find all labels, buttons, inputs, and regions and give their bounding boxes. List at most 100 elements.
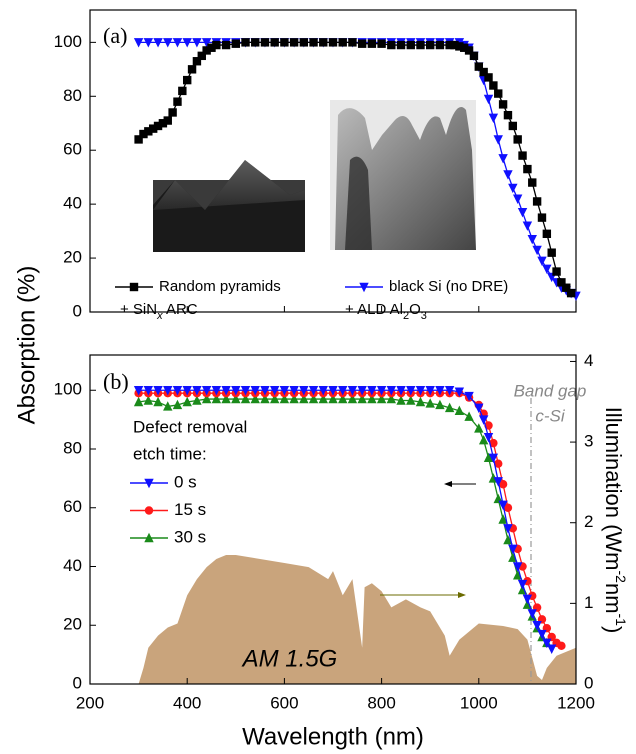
band-gap-label: Band gap <box>514 381 587 400</box>
marker <box>435 40 445 50</box>
legend-marker <box>129 282 139 292</box>
marker <box>454 387 465 397</box>
marker <box>474 62 483 71</box>
legend-label: 15 s <box>174 500 206 519</box>
marker <box>527 234 537 245</box>
y-tick-label: 20 <box>63 615 82 634</box>
marker <box>347 386 358 396</box>
marker <box>183 75 192 85</box>
x-tick-label: 800 <box>367 693 395 712</box>
marker <box>251 38 260 47</box>
marker <box>528 178 537 187</box>
label-part: -2 <box>613 571 629 584</box>
x-tick-label: 200 <box>76 693 104 712</box>
marker <box>552 267 561 276</box>
marker <box>489 81 498 90</box>
marker <box>518 151 527 160</box>
marker <box>376 393 387 404</box>
y-tick-label: 0 <box>73 301 82 320</box>
marker <box>460 43 469 52</box>
note-part: 2 <box>403 310 409 322</box>
marker <box>406 395 416 405</box>
x-tick-label: 1200 <box>557 693 595 712</box>
marker <box>488 113 499 124</box>
marker <box>201 386 212 396</box>
marker <box>133 38 144 48</box>
marker <box>483 94 494 105</box>
marker <box>542 229 552 239</box>
marker <box>260 393 270 404</box>
marker <box>557 278 566 287</box>
marker <box>542 638 552 649</box>
marker <box>143 386 154 396</box>
marker <box>406 386 416 396</box>
marker <box>299 38 309 47</box>
marker <box>187 65 197 74</box>
marker <box>338 38 347 47</box>
marker <box>469 51 479 61</box>
marker <box>309 38 318 47</box>
note-part: 3 <box>421 310 427 322</box>
marker <box>192 395 202 405</box>
marker <box>289 386 299 396</box>
marker <box>250 393 260 404</box>
marker <box>415 386 426 396</box>
marker <box>182 396 192 407</box>
y-tick-label: 20 <box>63 248 82 267</box>
marker <box>168 108 177 117</box>
marker <box>474 403 484 414</box>
marker <box>139 129 148 139</box>
marker <box>357 393 367 404</box>
legend-label: black Si (no DRE) <box>389 278 508 295</box>
marker <box>377 39 386 48</box>
marker <box>153 386 163 396</box>
marker <box>464 391 474 402</box>
y2-tick-label: 1 <box>584 593 593 612</box>
y2-tick-label: 0 <box>584 673 593 692</box>
marker <box>357 386 367 396</box>
y-tick-label: 0 <box>73 673 82 692</box>
inset-black-si <box>330 100 476 251</box>
marker <box>376 386 387 396</box>
marker <box>426 40 435 50</box>
legend-marker <box>144 478 154 489</box>
legend-label: 0 s <box>174 472 197 491</box>
marker <box>494 459 503 468</box>
y-tick-label: 100 <box>54 32 82 51</box>
marker <box>483 433 494 443</box>
legend-marker <box>144 506 154 515</box>
marker <box>387 40 396 50</box>
marker <box>532 197 542 206</box>
marker <box>527 609 537 619</box>
marker <box>435 386 445 396</box>
marker <box>512 194 523 204</box>
marker <box>513 135 522 144</box>
marker <box>338 386 348 396</box>
marker <box>532 245 542 256</box>
marker <box>479 67 488 77</box>
marker <box>172 399 183 410</box>
marker <box>299 386 309 396</box>
marker <box>318 393 328 404</box>
marker <box>269 386 280 396</box>
marker <box>231 386 241 396</box>
marker <box>503 534 513 545</box>
marker <box>231 39 240 48</box>
spectrum-area <box>138 554 576 684</box>
marker <box>498 100 508 109</box>
marker <box>143 395 154 405</box>
marker <box>133 386 144 396</box>
marker <box>211 386 222 396</box>
marker <box>192 57 202 66</box>
marker <box>522 594 533 605</box>
marker <box>201 38 212 48</box>
marker <box>172 386 183 396</box>
marker <box>240 386 251 396</box>
marker <box>483 452 494 463</box>
marker <box>158 119 168 128</box>
marker <box>270 38 279 47</box>
marker <box>537 629 547 640</box>
marker <box>241 38 250 47</box>
marker <box>512 562 523 572</box>
marker <box>299 393 309 404</box>
